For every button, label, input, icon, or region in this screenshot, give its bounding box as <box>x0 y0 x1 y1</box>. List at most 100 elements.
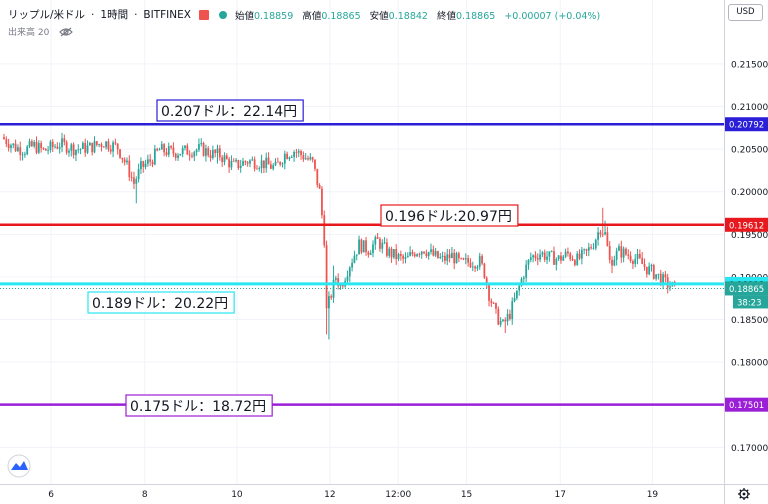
candle-body <box>290 156 293 158</box>
candle-body <box>19 147 22 155</box>
candle-body <box>495 303 497 309</box>
candle-body <box>379 238 381 249</box>
candle-body <box>448 254 451 259</box>
candle-body <box>225 155 228 160</box>
candle-body <box>618 246 620 251</box>
candle-body <box>288 157 291 159</box>
candle-body <box>330 296 333 298</box>
candle-body <box>587 247 590 251</box>
candle-body <box>511 301 514 320</box>
candle-body <box>483 263 486 278</box>
currency-button[interactable]: USD <box>728 4 763 21</box>
candle-body <box>613 259 616 266</box>
x-tick-label: 8 <box>142 490 148 500</box>
level-annotation: 0.189ドル：20.22円 <box>92 296 228 312</box>
settings-gear-icon[interactable] <box>738 488 750 500</box>
candle-body <box>86 145 89 153</box>
candle-body <box>632 260 634 264</box>
candle-body <box>564 251 567 257</box>
candle-body <box>68 150 70 153</box>
candle-body <box>645 266 648 275</box>
candle-body <box>478 256 481 267</box>
candle-body <box>170 146 172 148</box>
candle-body <box>471 266 474 268</box>
candle-body <box>195 149 198 153</box>
candle-body <box>597 232 599 240</box>
candle-body <box>444 255 446 261</box>
candle-body <box>276 161 279 163</box>
candle-body <box>599 232 602 235</box>
candle-body <box>75 149 77 156</box>
candle-body <box>177 155 179 158</box>
candle-body <box>309 157 312 160</box>
candle-body <box>416 254 418 257</box>
candle-body <box>629 255 632 261</box>
y-tick-label: 0.19500 <box>731 231 768 241</box>
candle-body <box>21 154 24 156</box>
candle-body <box>47 150 49 151</box>
candle-body <box>392 249 395 258</box>
candle-body <box>263 160 265 169</box>
candle-body <box>585 249 588 251</box>
candle-body <box>638 253 641 258</box>
candle-body <box>146 159 149 164</box>
candle-body <box>562 256 565 261</box>
candle-body <box>112 142 114 152</box>
candle-body <box>485 277 488 285</box>
candle-body <box>256 168 258 170</box>
candle-body <box>474 266 476 269</box>
candle-body <box>529 257 532 260</box>
x-tick-label: 15 <box>461 490 472 500</box>
candle-body <box>300 151 302 156</box>
time-axis[interactable] <box>0 484 768 504</box>
candle-body <box>188 154 191 156</box>
interval-label[interactable]: 1時間 <box>100 9 129 21</box>
candle-body <box>337 278 340 287</box>
candle-body <box>174 153 177 158</box>
level-price-tag <box>725 217 768 232</box>
candle-body <box>611 259 613 266</box>
candle-body <box>362 240 365 253</box>
candle-body <box>522 277 525 279</box>
price-axis[interactable] <box>724 0 768 504</box>
candle-body <box>430 249 432 253</box>
candle-body <box>17 147 19 152</box>
candle-body <box>641 257 644 265</box>
candle-body <box>105 141 108 148</box>
candle-body <box>3 137 5 140</box>
candle-body <box>228 159 231 168</box>
candle-body <box>634 258 637 264</box>
candle-body <box>65 142 68 153</box>
countdown-label: 38:23 <box>737 298 762 308</box>
candle-body <box>573 260 576 265</box>
candle-body <box>79 148 82 150</box>
candle-body <box>509 313 511 320</box>
candle-body <box>267 157 270 165</box>
flag-icon[interactable] <box>198 9 209 20</box>
candle-body <box>323 215 326 246</box>
candle-body <box>107 141 110 150</box>
y-tick-label: 0.20500 <box>731 146 768 156</box>
symbol-name[interactable]: リップル/米ドル <box>8 9 86 21</box>
candle-body <box>302 155 305 160</box>
candle-body <box>341 285 344 287</box>
candle-body <box>151 161 154 165</box>
candle-body <box>116 143 119 150</box>
candle-body <box>395 249 398 260</box>
candle-body <box>365 240 367 253</box>
candle-body <box>56 146 59 149</box>
candle-body <box>253 159 256 169</box>
candle-body <box>592 248 595 250</box>
candle-body <box>669 286 671 288</box>
tradingview-logo-icon[interactable] <box>7 454 31 478</box>
candle-body <box>207 148 210 156</box>
y-tick-label: 0.18000 <box>731 359 768 369</box>
eye-off-icon[interactable] <box>59 27 74 37</box>
candle-body <box>135 179 138 184</box>
candle-body <box>181 148 184 154</box>
candle-body <box>61 138 63 148</box>
candle-body <box>272 165 275 169</box>
level-annotation: 0.196ドル:20.97円 <box>385 209 512 225</box>
